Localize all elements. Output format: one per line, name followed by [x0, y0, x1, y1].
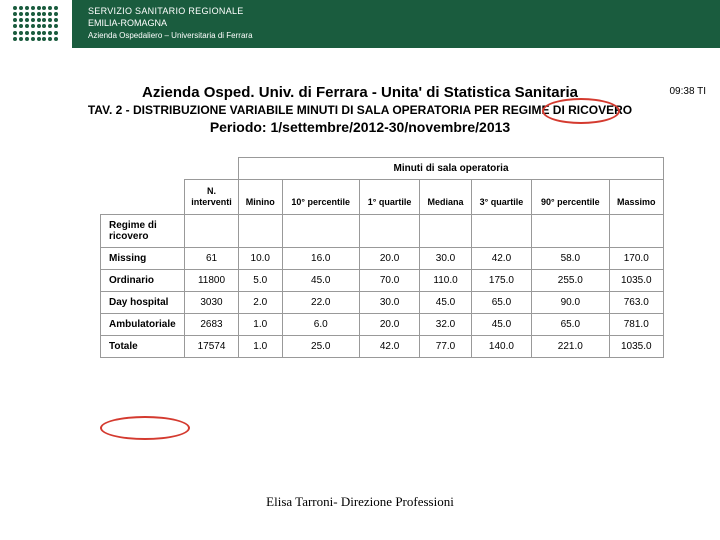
cell-q3: 175.0 [471, 269, 531, 291]
header-line3: Azienda Ospedaliero – Universitaria di F… [88, 31, 253, 41]
table-row: Totale175741.025.042.077.0140.0221.01035… [101, 335, 664, 357]
cell-max: 170.0 [609, 247, 663, 269]
row-label: Ordinario [101, 269, 185, 291]
cell-q1: 30.0 [359, 291, 419, 313]
cell-max: 763.0 [609, 291, 663, 313]
cell-n: 17574 [185, 335, 239, 357]
cell-n: 61 [185, 247, 239, 269]
col-med: Mediana [420, 180, 472, 215]
cell-p10: 22.0 [282, 291, 359, 313]
data-table-wrap: Minuti di sala operatoria N. interventi … [100, 157, 664, 358]
cell-q1: 20.0 [359, 247, 419, 269]
cell-med: 45.0 [420, 291, 472, 313]
cell-q3: 140.0 [471, 335, 531, 357]
group-header-cell: Regime di ricovero [101, 214, 185, 247]
table-row: Ordinario118005.045.070.0110.0175.0255.0… [101, 269, 664, 291]
cell-med: 77.0 [420, 335, 472, 357]
table-group-header-row: Regime di ricovero [101, 214, 664, 247]
cell-p10: 6.0 [282, 313, 359, 335]
header-line2: EMILIA-ROMAGNA [88, 18, 253, 30]
cell-min: 5.0 [239, 269, 283, 291]
header-text: SERVIZIO SANITARIO REGIONALE EMILIA-ROMA… [72, 6, 253, 42]
cell-n: 2683 [185, 313, 239, 335]
col-p10: 10° percentile [282, 180, 359, 215]
row-label: Ambulatoriale [101, 313, 185, 335]
col-q1: 1° quartile [359, 180, 419, 215]
cell-n: 3030 [185, 291, 239, 313]
table-super-header-row: Minuti di sala operatoria [101, 158, 664, 180]
table-row: Missing6110.016.020.030.042.058.0170.0 [101, 247, 664, 269]
cell-med: 32.0 [420, 313, 472, 335]
cell-p90: 255.0 [532, 269, 609, 291]
cell-max: 1035.0 [609, 269, 663, 291]
cell-p90: 65.0 [532, 313, 609, 335]
cell-min: 1.0 [239, 313, 283, 335]
cell-max: 1035.0 [609, 335, 663, 357]
table-column-header-row: N. interventi Minino 10° percentile 1° q… [101, 180, 664, 215]
cell-min: 2.0 [239, 291, 283, 313]
col-min: Minino [239, 180, 283, 215]
footer-text: Elisa Tarroni- Direzione Professioni [0, 494, 720, 510]
cell-med: 110.0 [420, 269, 472, 291]
col-q3: 3° quartile [471, 180, 531, 215]
header-bar: SERVIZIO SANITARIO REGIONALE EMILIA-ROMA… [0, 0, 720, 48]
cell-p10: 16.0 [282, 247, 359, 269]
cell-q3: 42.0 [471, 247, 531, 269]
logo-block [0, 0, 72, 48]
cell-q1: 70.0 [359, 269, 419, 291]
annotation-circle-icon [100, 416, 190, 440]
logo-dots-icon [13, 6, 59, 42]
col-p90: 90° percentile [532, 180, 609, 215]
row-label: Day hospital [101, 291, 185, 313]
col-max: Massimo [609, 180, 663, 215]
data-table: Minuti di sala operatoria N. interventi … [100, 157, 664, 358]
cell-p10: 25.0 [282, 335, 359, 357]
cell-q3: 45.0 [471, 313, 531, 335]
cell-q3: 65.0 [471, 291, 531, 313]
cell-p10: 45.0 [282, 269, 359, 291]
cell-n: 11800 [185, 269, 239, 291]
table-row: Day hospital30302.022.030.045.065.090.07… [101, 291, 664, 313]
cell-min: 1.0 [239, 335, 283, 357]
table-row: Ambulatoriale26831.06.020.032.045.065.07… [101, 313, 664, 335]
row-label: Missing [101, 247, 185, 269]
cell-med: 30.0 [420, 247, 472, 269]
super-header-cell: Minuti di sala operatoria [239, 158, 664, 180]
cell-p90: 90.0 [532, 291, 609, 313]
cell-q1: 20.0 [359, 313, 419, 335]
header-line1: SERVIZIO SANITARIO REGIONALE [88, 6, 253, 18]
cell-min: 10.0 [239, 247, 283, 269]
cell-max: 781.0 [609, 313, 663, 335]
cell-p90: 58.0 [532, 247, 609, 269]
cell-q1: 42.0 [359, 335, 419, 357]
col-n: N. interventi [185, 180, 239, 215]
annotation-circle-icon [542, 98, 620, 124]
row-label: Totale [101, 335, 185, 357]
cell-p90: 221.0 [532, 335, 609, 357]
